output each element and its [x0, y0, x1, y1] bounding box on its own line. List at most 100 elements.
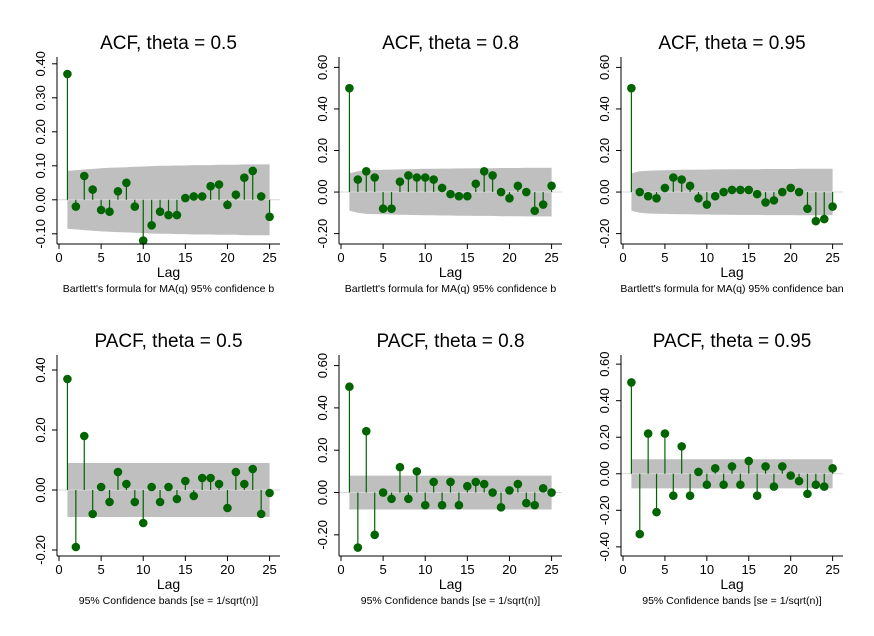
y-tick-label: 0.00 — [597, 461, 612, 486]
lag-point — [660, 429, 670, 438]
panel-5: PACF, theta = 0.8 0 5 10 15 20 25 -0.20 0.00 0.20… — [315, 331, 562, 607]
lag-point — [96, 482, 106, 492]
y-tick-label: -0.20 — [33, 535, 48, 565]
lag-point — [130, 202, 140, 211]
lag-point — [122, 178, 131, 188]
lag-point — [761, 198, 770, 207]
lag-point — [669, 173, 678, 182]
lag-point — [463, 191, 472, 201]
x-tick-label: 25 — [825, 562, 839, 577]
lag-point — [643, 429, 653, 438]
lag-point — [105, 497, 114, 507]
y-tick-label: -0.10 — [33, 219, 48, 249]
lag-point — [710, 463, 720, 473]
lag-point — [819, 214, 829, 224]
x-tick-label: 25 — [544, 250, 558, 265]
lag-point — [719, 187, 728, 197]
y-tick-label: 0.00 — [315, 179, 330, 204]
lag-point — [530, 500, 540, 510]
lag-point — [214, 479, 224, 489]
x-tick-label: 15 — [460, 250, 474, 265]
x-axis-label: Lag — [720, 264, 743, 280]
lag-point — [378, 488, 388, 497]
chart-title: ACF, theta = 0.5 — [100, 33, 237, 54]
lag-point — [420, 173, 430, 182]
confidence-note: 95% Confidence bands [se = 1/sqrt(n)] — [361, 595, 541, 607]
x-axis-label: Lag — [157, 576, 180, 592]
lag-point — [370, 173, 379, 182]
y-tick-label: 0.40 — [315, 96, 330, 121]
lag-point — [214, 180, 224, 189]
lag-point — [265, 212, 274, 222]
y-tick-label: -0.20 — [315, 520, 330, 550]
x-tick-label: 25 — [544, 562, 558, 577]
y-tick-label: 0.20 — [315, 138, 330, 163]
y-tick-label: 0.00 — [597, 179, 612, 204]
x-tick-label: 5 — [97, 250, 104, 265]
lag-point — [361, 426, 371, 436]
x-tick-label: 20 — [220, 250, 234, 265]
lag-point — [256, 509, 266, 519]
lag-point — [446, 477, 455, 487]
lag-point — [744, 456, 754, 466]
y-tick-label: -0.20 — [315, 219, 330, 249]
lag-point — [463, 481, 472, 491]
lag-point — [488, 488, 497, 497]
lag-point — [828, 463, 837, 473]
lag-point — [811, 216, 821, 226]
lag-point — [395, 177, 405, 186]
lag-point — [71, 542, 81, 552]
lag-point — [652, 193, 661, 203]
lag-point — [223, 200, 232, 210]
lag-point — [727, 185, 737, 195]
lag-point — [353, 543, 363, 552]
lag-point — [231, 467, 241, 477]
y-tick-label: 0.20 — [33, 417, 48, 442]
x-axis-label: Lag — [439, 576, 462, 592]
lag-point — [530, 206, 540, 216]
x-tick-label: 25 — [262, 562, 276, 577]
y-tick-label: 0.60 — [597, 55, 612, 80]
lag-point — [138, 518, 148, 528]
lag-point — [786, 471, 795, 480]
lag-point — [811, 480, 821, 490]
lag-point — [197, 473, 207, 483]
lag-point — [752, 491, 762, 501]
lag-point — [248, 464, 258, 474]
lag-point — [345, 382, 354, 392]
lag-point — [669, 491, 678, 501]
lag-point — [412, 467, 422, 476]
lag-point — [172, 494, 182, 504]
lag-point — [694, 467, 703, 477]
lag-point — [702, 480, 712, 490]
lag-point — [437, 183, 447, 193]
x-tick-label: 0 — [619, 562, 626, 577]
chart-title: PACF, theta = 0.95 — [653, 331, 812, 352]
lag-point — [769, 482, 779, 491]
lag-point — [105, 207, 114, 216]
lag-point — [113, 467, 123, 477]
lag-point — [113, 187, 123, 196]
lag-point — [786, 183, 795, 193]
lag-point — [88, 509, 97, 519]
lag-point — [138, 236, 148, 245]
lag-point — [819, 482, 829, 491]
lag-point — [727, 462, 737, 471]
lag-point — [206, 181, 215, 191]
lag-point — [353, 175, 363, 184]
lag-point — [189, 192, 199, 201]
lag-point — [361, 166, 371, 176]
confidence-note: 95% Confidence bands [se = 1/sqrt(n)] — [79, 595, 259, 607]
lag-point — [370, 530, 379, 540]
x-tick-label: 10 — [700, 250, 714, 265]
x-tick-label: 15 — [742, 562, 756, 577]
x-tick-label: 10 — [418, 250, 432, 265]
lag-point — [803, 489, 812, 499]
lag-point — [387, 204, 396, 213]
x-tick-label: 20 — [502, 562, 516, 577]
y-tick-label: -0.40 — [597, 532, 612, 562]
lag-point — [181, 476, 190, 486]
x-tick-label: 20 — [502, 250, 516, 265]
lag-point — [677, 442, 686, 451]
lag-point — [420, 500, 430, 510]
